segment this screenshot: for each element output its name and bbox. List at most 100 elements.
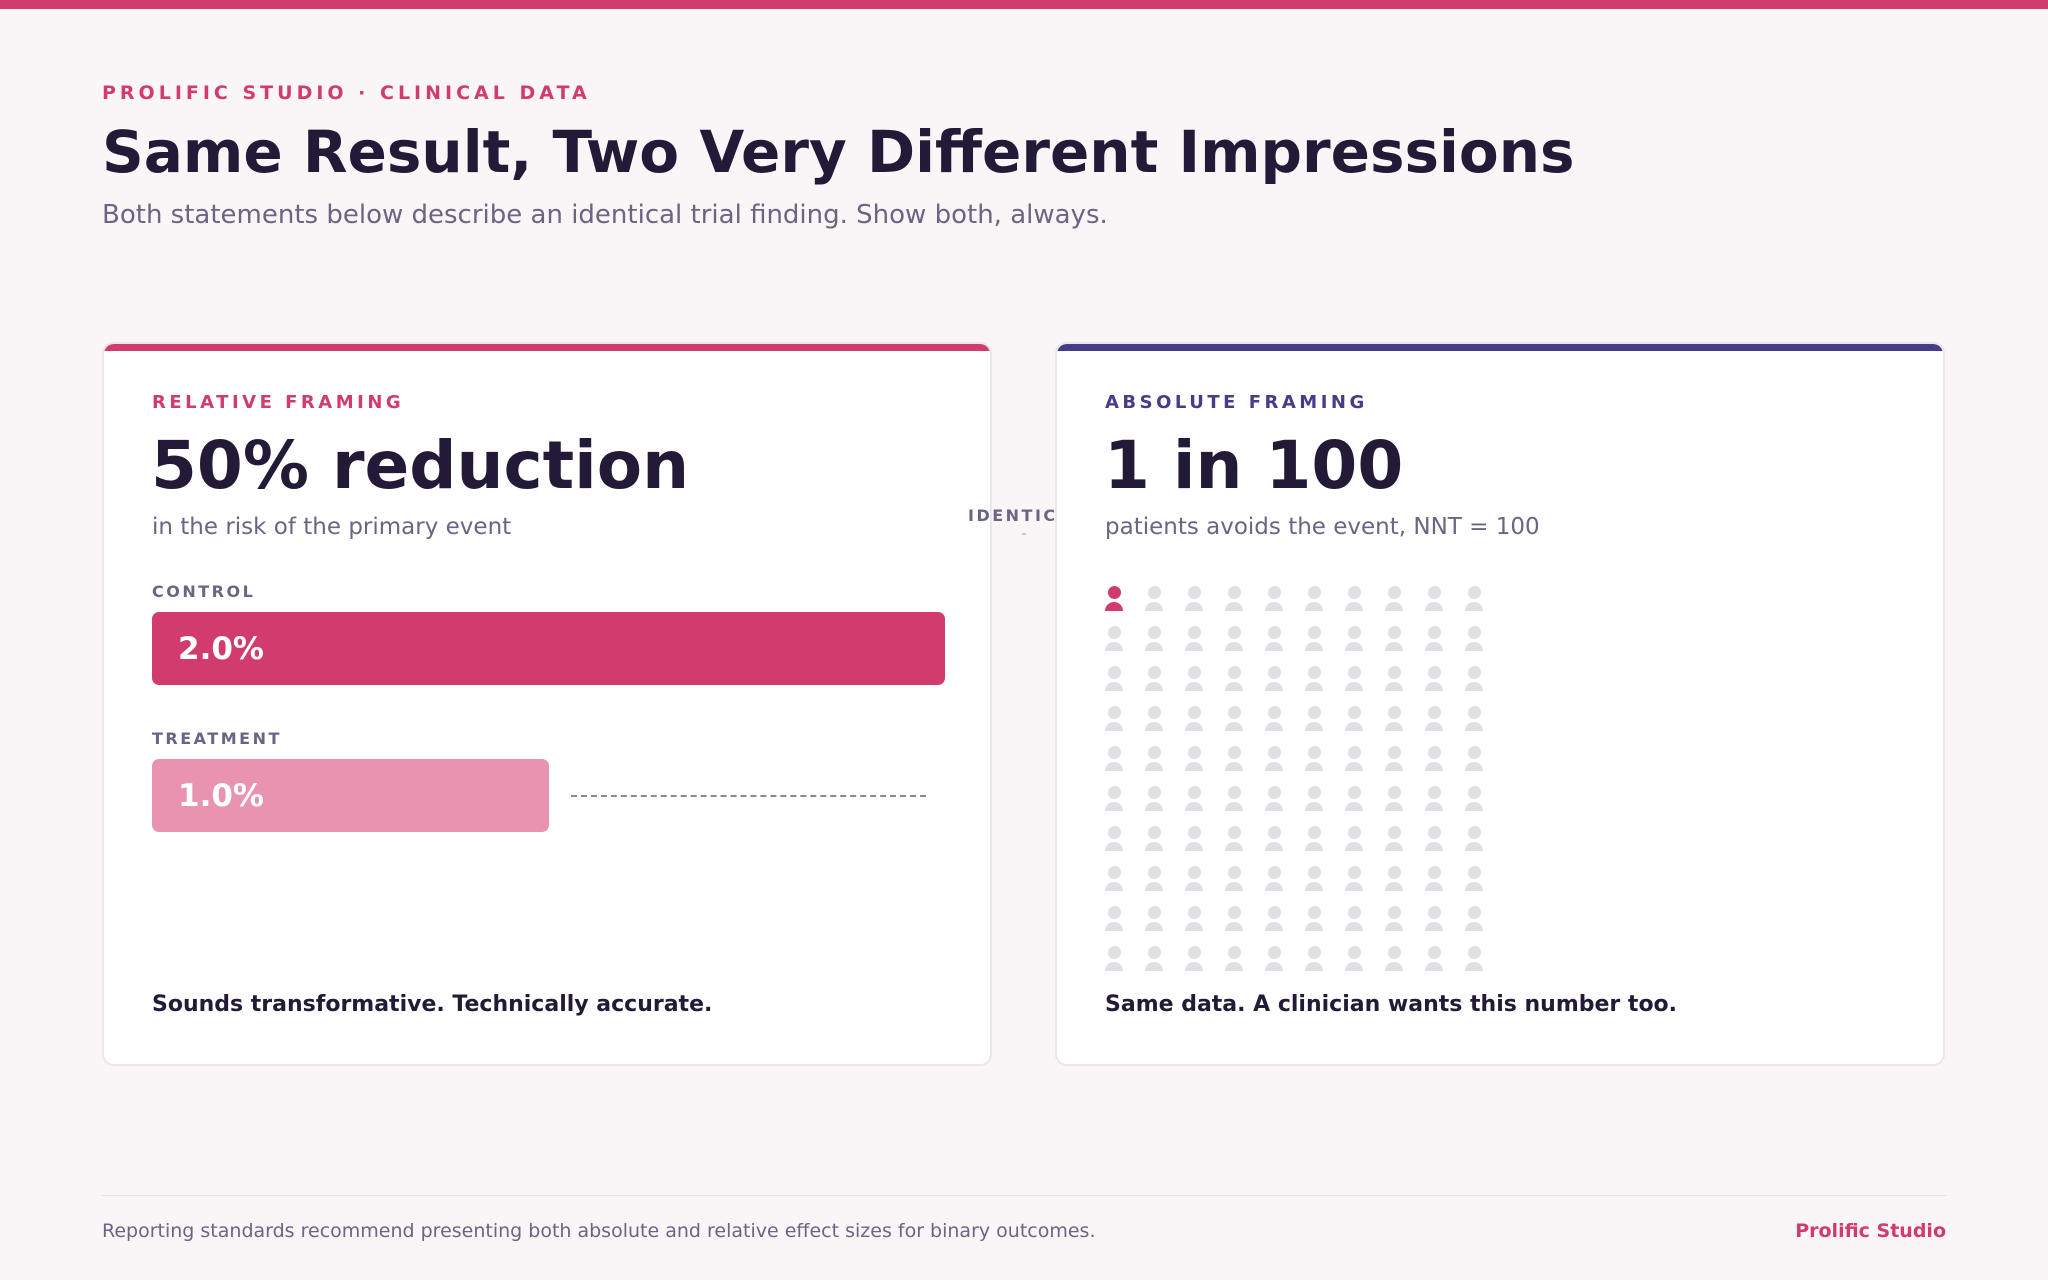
person-icon xyxy=(1103,706,1125,734)
person-icon xyxy=(1183,746,1205,774)
person-icon xyxy=(1183,866,1205,894)
connector-dash xyxy=(1022,533,1026,535)
person-icon xyxy=(1423,586,1445,614)
person-icon xyxy=(1383,586,1405,614)
person-icon xyxy=(1183,826,1205,854)
eyebrow: PROLIFIC STUDIO · CLINICAL DATA xyxy=(102,82,591,104)
person-icon xyxy=(1343,826,1365,854)
footer-note: Reporting standards recommend presenting… xyxy=(102,1220,1096,1242)
person-icon xyxy=(1223,746,1245,774)
person-icon xyxy=(1103,946,1125,974)
person-icon xyxy=(1423,866,1445,894)
person-icon xyxy=(1223,706,1245,734)
person-icon xyxy=(1423,626,1445,654)
person-icon xyxy=(1223,866,1245,894)
person-icon xyxy=(1143,666,1165,694)
person-icon xyxy=(1343,626,1365,654)
person-icon xyxy=(1263,866,1285,894)
person-icon xyxy=(1463,706,1485,734)
person-icon xyxy=(1423,906,1445,934)
person-icon xyxy=(1143,786,1165,814)
person-icon xyxy=(1463,626,1485,654)
person-icon xyxy=(1343,786,1365,814)
treatment-bar-value: 1.0% xyxy=(178,777,264,814)
person-icon xyxy=(1383,946,1405,974)
person-icon xyxy=(1463,906,1485,934)
person-icon xyxy=(1383,706,1405,734)
control-bar-label: CONTROL xyxy=(152,582,256,601)
person-icon xyxy=(1103,666,1125,694)
card-label: RELATIVE FRAMING xyxy=(152,392,405,413)
person-icon xyxy=(1423,946,1445,974)
person-icon xyxy=(1263,826,1285,854)
person-icon xyxy=(1223,946,1245,974)
card-accent-bar xyxy=(104,344,990,351)
person-icon xyxy=(1143,586,1165,614)
person-icon xyxy=(1103,746,1125,774)
person-icon xyxy=(1343,586,1365,614)
person-icon xyxy=(1343,666,1365,694)
person-icon xyxy=(1423,786,1445,814)
control-bar-value: 2.0% xyxy=(178,630,264,667)
person-icon xyxy=(1143,866,1165,894)
person-icon xyxy=(1103,866,1125,894)
person-icon xyxy=(1463,746,1485,774)
reduction-gap-line xyxy=(571,795,926,797)
person-icon xyxy=(1183,666,1205,694)
person-icon xyxy=(1463,946,1485,974)
person-icon xyxy=(1343,906,1365,934)
person-icon xyxy=(1343,946,1365,974)
person-icon xyxy=(1423,826,1445,854)
person-icon xyxy=(1103,826,1125,854)
card-subtext: in the risk of the primary event xyxy=(152,514,512,540)
relative-framing-card: RELATIVE FRAMING 50% reduction in the ri… xyxy=(102,342,992,1066)
person-icon xyxy=(1183,626,1205,654)
card-headline: 1 in 100 xyxy=(1104,427,1404,504)
person-icon xyxy=(1343,706,1365,734)
person-icon xyxy=(1423,746,1445,774)
card-label: ABSOLUTE FRAMING xyxy=(1105,392,1368,413)
control-bar: 2.0% xyxy=(152,612,945,685)
person-icon xyxy=(1263,586,1285,614)
person-icon xyxy=(1303,826,1325,854)
person-icon xyxy=(1263,946,1285,974)
card-subtext: patients avoids the event, NNT = 100 xyxy=(1105,514,1540,540)
page-title: Same Result, Two Very Different Impressi… xyxy=(102,118,1575,186)
person-icon xyxy=(1263,746,1285,774)
person-icon xyxy=(1223,786,1245,814)
treatment-bar-label: TREATMENT xyxy=(152,729,282,748)
person-icon xyxy=(1383,866,1405,894)
person-icon xyxy=(1183,786,1205,814)
person-icon xyxy=(1303,906,1325,934)
card-accent-bar xyxy=(1057,344,1943,351)
card-headline: 50% reduction xyxy=(151,427,690,504)
person-icon xyxy=(1303,626,1325,654)
card-footnote: Same data. A clinician wants this number… xyxy=(1105,992,1678,1017)
footer-divider xyxy=(102,1195,1946,1196)
person-icon xyxy=(1103,626,1125,654)
person-icon xyxy=(1383,906,1405,934)
person-icon xyxy=(1463,786,1485,814)
person-icon xyxy=(1303,786,1325,814)
person-icon xyxy=(1143,746,1165,774)
person-icon xyxy=(1223,666,1245,694)
person-icon xyxy=(1223,906,1245,934)
card-footnote: Sounds transformative. Technically accur… xyxy=(152,992,713,1017)
person-icon xyxy=(1263,666,1285,694)
person-icon xyxy=(1303,706,1325,734)
identical-connector-label: IDENTICAL xyxy=(968,506,1086,525)
top-accent-bar xyxy=(0,0,2048,9)
person-icon xyxy=(1263,626,1285,654)
person-icon xyxy=(1383,826,1405,854)
treatment-bar: 1.0% xyxy=(152,759,549,832)
person-icon xyxy=(1343,746,1365,774)
person-icon xyxy=(1383,786,1405,814)
page-subtitle: Both statements below describe an identi… xyxy=(102,200,1108,230)
person-icon xyxy=(1263,906,1285,934)
person-icon xyxy=(1103,586,1125,614)
person-icon xyxy=(1223,626,1245,654)
person-icon xyxy=(1103,786,1125,814)
person-icon xyxy=(1303,746,1325,774)
person-icon xyxy=(1463,866,1485,894)
person-icon xyxy=(1223,826,1245,854)
